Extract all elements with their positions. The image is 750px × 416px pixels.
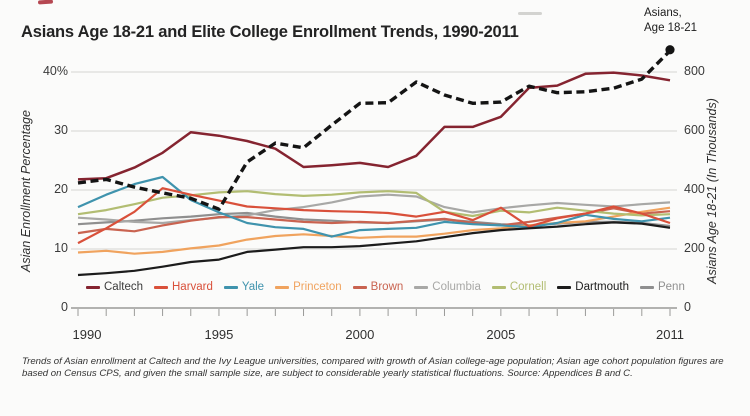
legend-item-harvard: Harvard [154,281,213,293]
dashed-series-annotation: Asians, Age 18-21 [644,6,697,36]
series-line-princeton [77,206,671,255]
legend-swatch-yale [223,285,238,289]
annotation-line-2: Age 18-21 [644,22,698,35]
right-axis-tick-label: 400 [684,182,705,196]
legend-label: Princeton [293,281,342,293]
scan-artifact [518,12,542,15]
left-axis-tick-label: 30 [54,123,68,137]
legend-label: Caltech [104,281,143,293]
left-axis-tick-label: 0 [61,300,68,314]
legend-label: Dartmouth [575,281,629,293]
legend-label: Penn [657,281,685,293]
legend-label: Harvard [172,281,213,293]
legend-swatch-penn [639,285,654,289]
right-axis-tick-label: 200 [684,241,705,255]
x-axis-tick-label: 2000 [345,327,375,342]
left-axis-tick-label: 20 [54,182,68,196]
right-axis-tick-label: 0 [684,300,691,314]
series-end-dot [665,45,675,55]
annotation-line-1: Asians, [644,7,682,19]
legend-item-yale: Yale [223,281,265,293]
x-axis-tick-label: 1990 [72,327,102,342]
left-axis-tick-label: 10 [54,241,68,255]
legend-item-brown: Brown [352,281,404,293]
legend-label: Brown [370,281,404,293]
legend-label: Yale [241,281,265,293]
legend-swatch-princeton [275,285,290,289]
legend-label: Cornell [509,281,547,293]
legend-item-cornell: Cornell [491,281,547,293]
right-axis-tick-label: 600 [684,123,705,137]
series-line-dartmouth [77,221,671,277]
series-line-columbia [77,193,671,225]
series-line-yale [77,175,671,238]
legend: Caltech Harvard Yale Princeton Brown Columbia… [86,281,685,293]
legend-item-caltech: Caltech [86,281,143,293]
series-line-harvard [77,187,671,245]
legend-swatch-caltech [86,285,100,289]
legend-item-princeton: Princeton [275,281,342,293]
right-axis-tick-label: 800 [684,64,705,78]
page-title: Asians Age 18-21 and Elite College Enrol… [21,23,519,41]
legend-swatch-cornell [491,285,506,289]
series-line-caltech [77,71,671,181]
x-axis-tick-label: 2005 [486,327,516,342]
legend-item-dartmouth: Dartmouth [557,281,629,293]
legend-item-columbia: Columbia [414,281,481,293]
series-line-asians-age-18-21 [77,49,672,211]
legend-item-penn: Penn [639,281,685,293]
x-axis-tick-label: 2011 [656,327,684,342]
legend-swatch-dartmouth [557,285,572,289]
left-axis-tick-label: 40% [42,64,68,78]
legend-swatch-brown [352,285,367,289]
legend-swatch-harvard [154,285,168,289]
x-axis-tick-label: 1995 [204,327,234,342]
caption: Trends of Asian enrollment at Caltech an… [22,356,724,380]
legend-label: Columbia [432,281,481,293]
legend-swatch-columbia [414,285,429,289]
